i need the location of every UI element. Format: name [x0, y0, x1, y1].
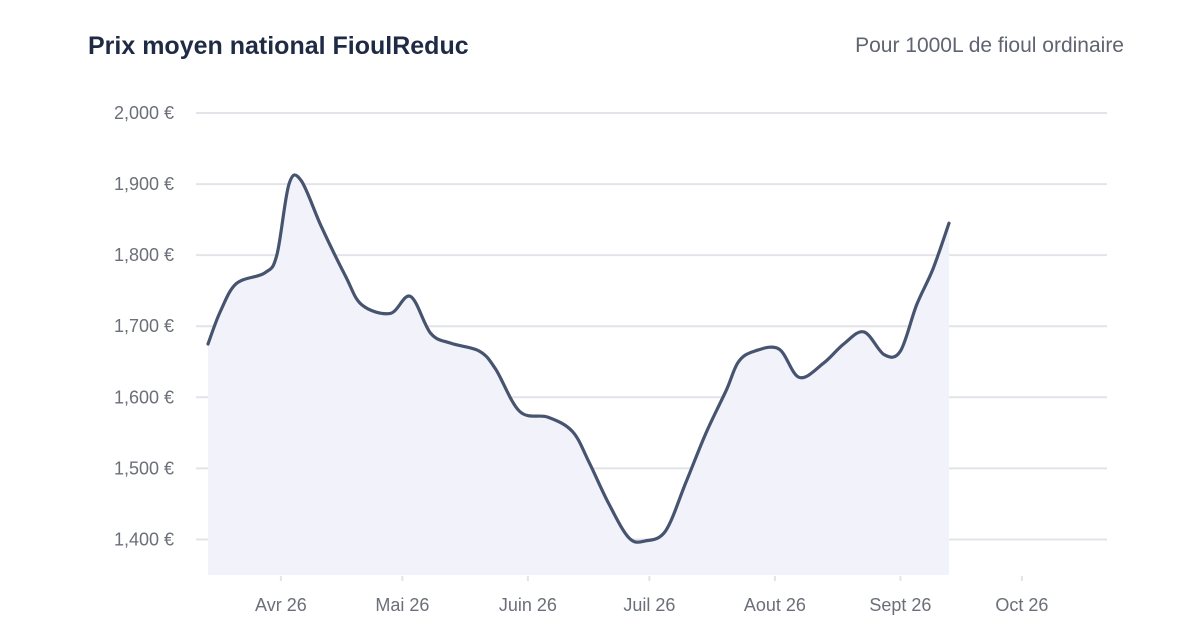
chart-title: Prix moyen national FioulReduc — [88, 32, 469, 60]
y-axis: 2,000 € 1,900 € 1,800 € 1,700 € 1,600 € 1,500… — [114, 103, 174, 549]
x-tick-label: Avr 26 — [255, 595, 307, 615]
x-tick-label: Juil 26 — [623, 595, 675, 615]
x-tick-label: Oct 26 — [995, 595, 1048, 615]
x-tick-label: Mai 26 — [375, 595, 429, 615]
x-axis: Avr 26 Mai 26 Juin 26 Juil 26 Aout 26 Sept 26… — [255, 576, 1048, 615]
price-series-line — [206, 173, 951, 544]
chart-subtitle: Pour 1000L de fioul ordinaire — [855, 34, 1124, 57]
price-area-fill — [208, 174, 949, 575]
y-tick-label: 1,500 € — [114, 458, 174, 478]
x-tick-label: Aout 26 — [744, 595, 806, 615]
y-tick-label: 1,900 € — [114, 174, 174, 194]
x-tick-label: Juin 26 — [499, 595, 557, 615]
y-tick-label: 1,600 € — [114, 387, 174, 407]
x-tick-label: Sept 26 — [869, 595, 931, 615]
chart-area — [206, 173, 951, 575]
y-tick-label: 1,400 € — [114, 529, 174, 549]
y-tick-label: 1,700 € — [114, 316, 174, 336]
y-tick-label: 1,800 € — [114, 245, 174, 265]
y-tick-label: 2,000 € — [114, 103, 174, 123]
